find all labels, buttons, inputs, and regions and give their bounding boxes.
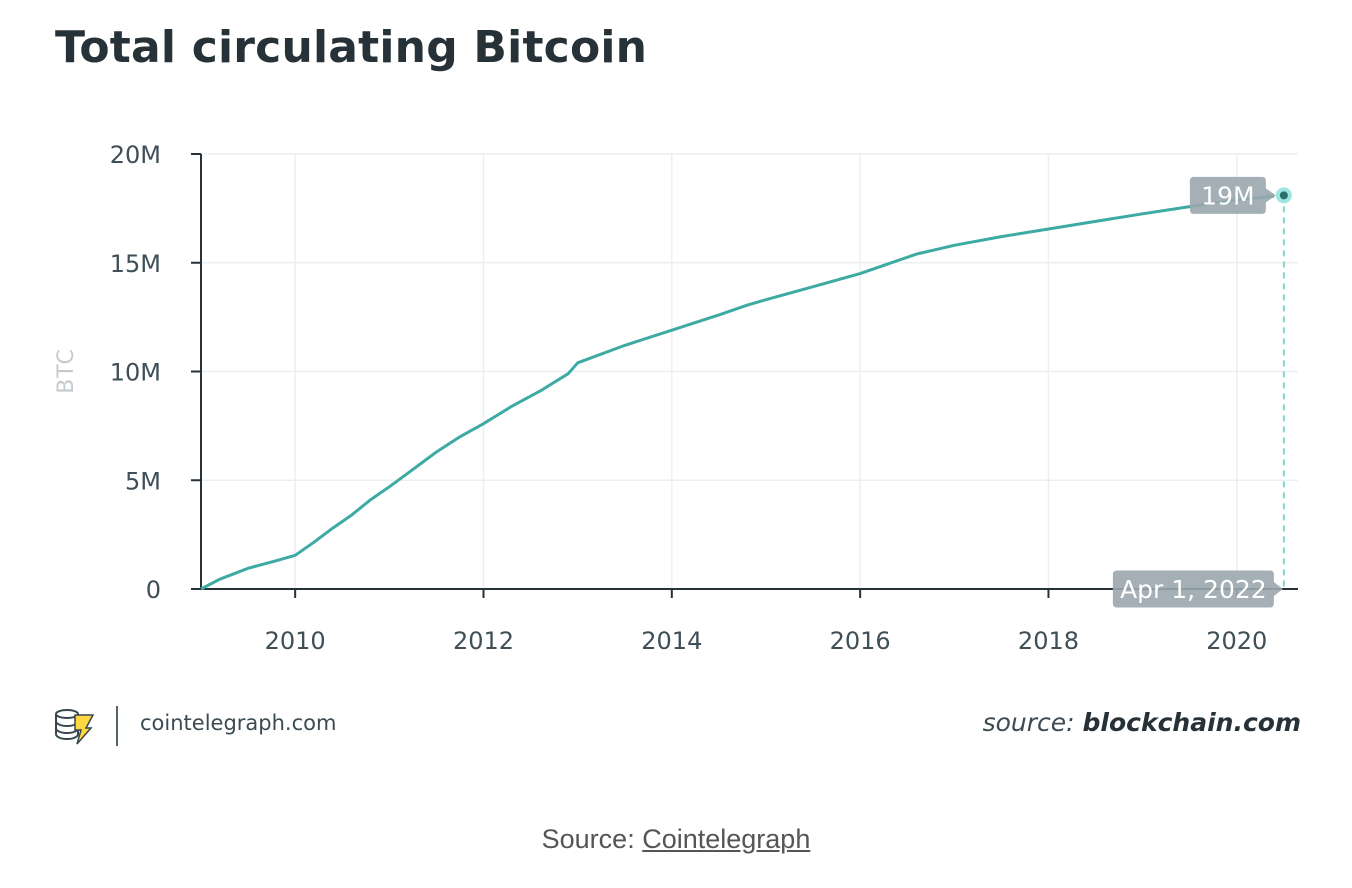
chart-series xyxy=(200,193,1285,591)
x-tick-label: 2018 xyxy=(1018,627,1079,655)
y-axis-label: BTC xyxy=(54,348,79,394)
y-tick-label: 10M xyxy=(110,359,161,387)
series-line xyxy=(200,193,1285,591)
caption-link[interactable]: Cointelegraph xyxy=(642,824,811,854)
y-axis-ticks: 0 5M 10M 15M 20M xyxy=(110,141,161,604)
date-tooltip xyxy=(1112,570,1283,608)
value-tooltip-label: 19M xyxy=(1201,181,1254,210)
chart-grid xyxy=(201,153,1298,589)
marker-dot xyxy=(1279,191,1288,200)
source-name: blockchain.com xyxy=(1082,708,1301,737)
value-tooltip xyxy=(1189,176,1276,214)
x-tick-label: 2016 xyxy=(830,627,891,655)
image-caption: Source: Cointelegraph xyxy=(0,824,1352,855)
x-axis-ticks: 2010 2012 2014 2016 2018 2020 xyxy=(265,627,1268,655)
footer-divider xyxy=(116,706,118,746)
chart-axes xyxy=(191,153,1298,598)
caption-prefix: Source: xyxy=(541,824,635,854)
y-tick-label: 0 xyxy=(146,576,161,604)
hover-marker: 19M Apr 1, 2022 xyxy=(1112,176,1294,608)
x-tick-label: 2014 xyxy=(641,627,702,655)
y-tick-label: 20M xyxy=(110,141,161,169)
chart-title: Total circulating Bitcoin xyxy=(55,22,648,73)
footer-site: cointelegraph.com xyxy=(140,711,337,735)
cointelegraph-logo-icon xyxy=(55,709,95,745)
source-prefix: source: xyxy=(982,708,1075,737)
y-tick-label: 15M xyxy=(110,250,161,278)
line-chart: 0 5M 10M 15M 20M 2010 2012 2014 2016 2018 2020 BT… xyxy=(54,141,1298,655)
x-tick-label: 2012 xyxy=(453,627,514,655)
y-tick-label: 5M xyxy=(125,467,161,495)
date-tooltip-label: Apr 1, 2022 xyxy=(1120,575,1267,604)
x-tick-label: 2010 xyxy=(265,627,326,655)
x-tick-label: 2020 xyxy=(1206,627,1267,655)
footer-source: source: blockchain.com xyxy=(983,708,1301,737)
